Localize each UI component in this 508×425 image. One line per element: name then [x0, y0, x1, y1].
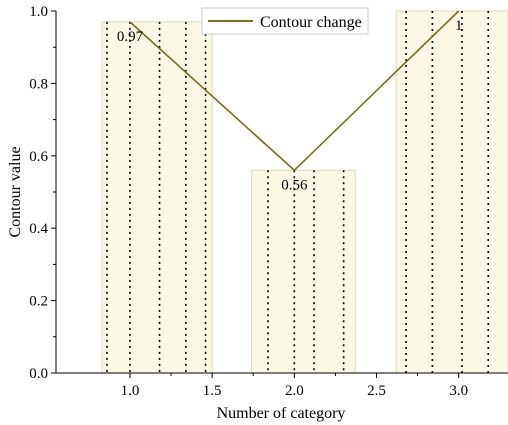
- y-tick-label-2: 0.4: [29, 221, 48, 237]
- data-label-2: 0.56: [281, 177, 308, 193]
- dotted-lines-layer: [106, 11, 490, 373]
- series-line-1: [129, 10, 460, 172]
- x-tick-label-2: 2.0: [285, 383, 304, 399]
- y-tick-label-0: 0.0: [29, 366, 48, 382]
- y-axis-title: Contour value: [7, 146, 24, 237]
- y-tick-label-4: 0.8: [29, 76, 48, 92]
- data-label-3: 1: [455, 18, 463, 34]
- x-tick-label-1: 1.5: [203, 383, 222, 399]
- x-tick-label-3: 2.5: [367, 383, 386, 399]
- x-axis-title: Number of category: [217, 405, 346, 422]
- x-tick-label-4: 3.0: [449, 383, 468, 399]
- x-tick-label-0: 1.0: [121, 383, 140, 399]
- bar-3: [395, 10, 508, 374]
- axes-layer: 0.0 0.2 0.4 0.6 0.8 1.0 1.0 1.5 2.0 2.5 3.0: [29, 4, 508, 399]
- legend: Contour change: [201, 7, 369, 35]
- bar-2: [251, 169, 356, 374]
- series-line-layer: [129, 10, 460, 172]
- data-label-1: 0.97: [117, 29, 144, 45]
- bar-1: [101, 21, 213, 374]
- data-labels-layer: 0.97 0.56 1: [117, 18, 463, 193]
- y-tick-label-1: 0.2: [29, 294, 48, 310]
- legend-label: Contour change: [260, 14, 362, 31]
- y-tick-label-5: 1.0: [29, 4, 48, 20]
- y-tick-label-3: 0.6: [29, 149, 48, 165]
